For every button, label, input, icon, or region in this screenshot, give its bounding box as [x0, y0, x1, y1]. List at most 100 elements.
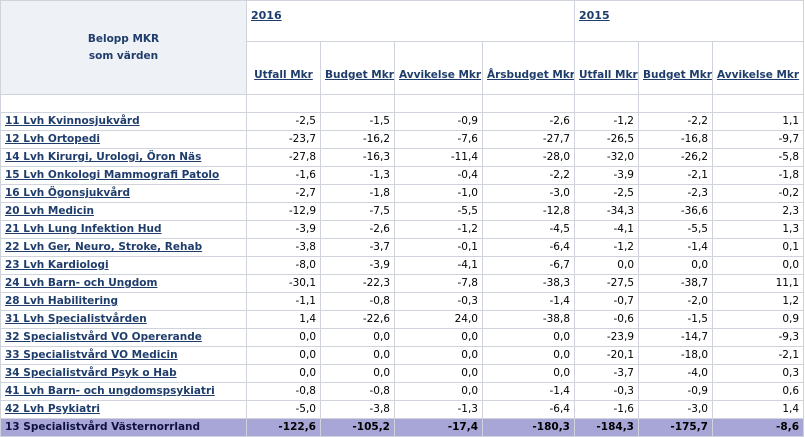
- row-label-link[interactable]: 32 Specialistvård VO Opererande: [0, 328, 247, 347]
- value-cell: 0,0: [246, 328, 321, 347]
- table-row: 42 Lvh Psykiatri -5,0 -3,8 -1,3 -6,4 -1,6 -3,0…: [0, 400, 805, 419]
- total-cell: -184,3: [574, 418, 639, 437]
- value-cell: -28,0: [482, 148, 575, 167]
- value-cell: -30,1: [246, 274, 321, 293]
- table-row: 20 Lvh Medicin -12,9 -7,5 -5,5 -12,8 -34,3 -36…: [0, 202, 805, 221]
- corner-header-line2: som värden: [88, 49, 159, 62]
- value-cell: -2,1: [638, 166, 713, 185]
- value-cell: -14,7: [638, 328, 713, 347]
- table-row: 33 Specialistvård VO Medicin 0,0 0,0 0,0 0,0…: [0, 346, 805, 365]
- table-row: 28 Lvh Habilitering -1,1 -0,8 -0,3 -1,4 -0,7-…: [0, 292, 805, 311]
- spacer-row: [0, 94, 805, 113]
- year-header-current[interactable]: 2016: [246, 0, 575, 42]
- row-label-link[interactable]: 42 Lvh Psykiatri: [0, 400, 247, 419]
- table-row: 24 Lvh Barn- och Ungdom -30,1 -22,3 -7,8 -38…: [0, 274, 805, 293]
- row-label-link[interactable]: 33 Specialistvård VO Medicin: [0, 346, 247, 365]
- row-label-link[interactable]: 20 Lvh Medicin: [0, 202, 247, 221]
- value-cell: -3,9: [246, 220, 321, 239]
- total-cell: -180,3: [482, 418, 575, 437]
- value-cell: 0,0: [320, 364, 395, 383]
- value-cell: -3,7: [320, 238, 395, 257]
- value-cell: 0,1: [711, 238, 805, 257]
- row-label-link[interactable]: 24 Lvh Barn- och Ungdom: [0, 274, 247, 293]
- row-label-link[interactable]: 21 Lvh Lung Infektion Hud: [0, 220, 247, 239]
- col-utfall-current[interactable]: Utfall Mkr: [246, 41, 321, 95]
- value-cell: -23,7: [246, 130, 321, 149]
- value-cell: -27,7: [482, 130, 575, 149]
- value-cell: -1,2: [574, 238, 639, 257]
- corner-header-line1: Belopp MKR: [87, 32, 160, 45]
- value-cell: -8,0: [246, 256, 321, 275]
- value-cell: -0,8: [320, 292, 395, 311]
- value-cell: -1,5: [320, 112, 395, 131]
- value-cell: -2,2: [482, 166, 575, 185]
- total-cell: -175,7: [638, 418, 713, 437]
- value-cell: -34,3: [574, 202, 639, 221]
- value-cell: -26,5: [574, 130, 639, 149]
- value-cell: -1,4: [638, 238, 713, 257]
- value-cell: -36,6: [638, 202, 713, 221]
- row-label-link[interactable]: 34 Specialistvård Psyk o Hab: [0, 364, 247, 383]
- row-label-link[interactable]: 28 Lvh Habilitering: [0, 292, 247, 311]
- value-cell: 0,0: [320, 328, 395, 347]
- col-budget-current[interactable]: Budget Mkr: [320, 41, 395, 95]
- value-cell: -18,0: [638, 346, 713, 365]
- value-cell: 0,0: [394, 346, 483, 365]
- value-cell: -2,7: [246, 184, 321, 203]
- value-cell: 0,3: [711, 364, 805, 383]
- col-avvikelse-previous[interactable]: Avvikelse Mkr: [711, 41, 805, 95]
- value-cell: -0,9: [394, 112, 483, 131]
- value-cell: -3,0: [638, 400, 713, 419]
- value-cell: -12,9: [246, 202, 321, 221]
- value-cell: -3,9: [574, 166, 639, 185]
- row-label-link[interactable]: 31 Lvh Specialistvården: [0, 310, 247, 329]
- value-cell: -1,6: [574, 400, 639, 419]
- value-cell: 1,4: [711, 400, 805, 419]
- value-cell: -16,3: [320, 148, 395, 167]
- value-cell: -7,8: [394, 274, 483, 293]
- row-label-link[interactable]: 23 Lvh Kardiologi: [0, 256, 247, 275]
- row-label-link[interactable]: 14 Lvh Kirurgi, Urologi, Öron Näs: [0, 148, 247, 167]
- value-cell: 1,4: [246, 310, 321, 329]
- value-cell: -1,0: [394, 184, 483, 203]
- value-cell: 0,0: [320, 346, 395, 365]
- row-label-link[interactable]: 12 Lvh Ortopedi: [0, 130, 247, 149]
- table-row: 16 Lvh Ögonsjukvård -2,7 -1,8 -1,0 -3,0 -2,5-…: [0, 184, 805, 203]
- value-cell: 0,0: [711, 256, 805, 275]
- value-cell: -2,0: [638, 292, 713, 311]
- value-cell: -2,6: [320, 220, 395, 239]
- row-label-link[interactable]: 22 Lvh Ger, Neuro, Stroke, Rehab: [0, 238, 247, 257]
- total-cell: -122,6: [246, 418, 321, 437]
- value-cell: -20,1: [574, 346, 639, 365]
- row-label-link[interactable]: 15 Lvh Onkologi Mammografi Patolo: [0, 166, 247, 185]
- value-cell: -27,8: [246, 148, 321, 167]
- value-cell: -32,0: [574, 148, 639, 167]
- value-cell: -0,8: [246, 382, 321, 401]
- row-label-link[interactable]: 41 Lvh Barn- och ungdomspsykiatri: [0, 382, 247, 401]
- value-cell: 1,1: [711, 112, 805, 131]
- value-cell: -12,8: [482, 202, 575, 221]
- value-cell: -38,7: [638, 274, 713, 293]
- value-cell: -1,5: [638, 310, 713, 329]
- col-budget-previous[interactable]: Budget Mkr: [638, 41, 713, 95]
- total-cell: -8,6: [711, 418, 805, 437]
- row-label-link[interactable]: 16 Lvh Ögonsjukvård: [0, 184, 247, 203]
- row-label-link[interactable]: 11 Lvh Kvinnosjukvård: [0, 112, 247, 131]
- value-cell: -16,2: [320, 130, 395, 149]
- table-row: 23 Lvh Kardiologi -8,0 -3,9 -4,1 -6,7 0,0 0,0 0…: [0, 256, 805, 275]
- value-cell: -2,2: [638, 112, 713, 131]
- value-cell: -7,6: [394, 130, 483, 149]
- table-row: 22 Lvh Ger, Neuro, Stroke, Rehab -3,8 -3,7…: [0, 238, 805, 257]
- year-header-previous[interactable]: 2015: [573, 0, 805, 42]
- col-avvikelse-current[interactable]: Avvikelse Mkr: [394, 41, 483, 95]
- col-utfall-previous[interactable]: Utfall Mkr: [574, 41, 639, 95]
- value-cell: -0,9: [638, 382, 713, 401]
- table-row: 11 Lvh Kvinnosjukvård -2,5 -1,5 -0,9 -2,6 -1,…: [0, 112, 805, 131]
- col-arsbudget-current[interactable]: Årsbudget Mkr: [482, 41, 575, 95]
- value-cell: -2,3: [638, 184, 713, 203]
- value-cell: -22,6: [320, 310, 395, 329]
- table-row: 32 Specialistvård VO Opererande 0,0 0,0 0,0…: [0, 328, 805, 347]
- value-cell: -5,0: [246, 400, 321, 419]
- table-row: 31 Lvh Specialistvården 1,4 -22,6 24,0 -38,8…: [0, 310, 805, 329]
- value-cell: -5,5: [394, 202, 483, 221]
